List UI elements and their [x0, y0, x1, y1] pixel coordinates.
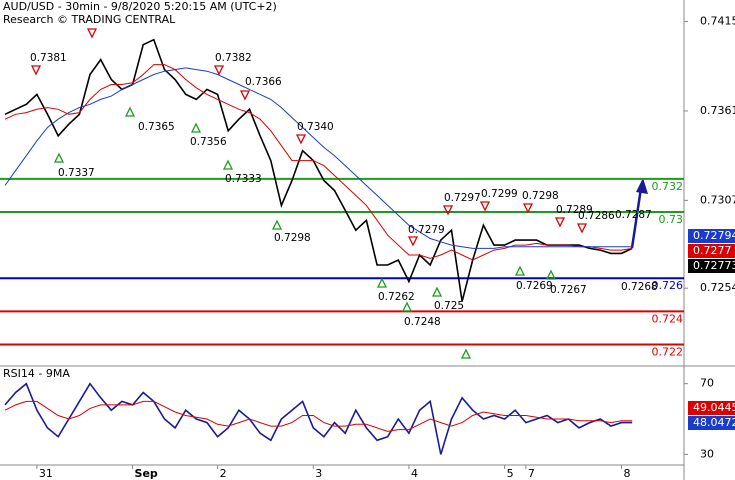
value-box: [688, 259, 735, 273]
x-tick-label: 3: [315, 467, 322, 480]
annotation-label: 0.7297: [444, 192, 481, 204]
rsi-title: RSI14 - 9MA: [3, 367, 70, 380]
y-tick-label: 70: [700, 377, 714, 390]
chart-subtitle: Research © TRADING CENTRAL: [3, 13, 176, 26]
annotation-label: 0.7286: [578, 210, 615, 222]
value-box-label: 0.7277: [693, 244, 732, 257]
annotation-label: 0.7381: [30, 52, 67, 64]
annotation-label: 0.7262: [378, 291, 415, 303]
annotation-label: 0.7382: [215, 52, 252, 64]
signal-triangle: [86, 28, 98, 39]
signal-triangle: [401, 301, 413, 312]
x-tick-label: 4: [411, 467, 418, 480]
signal-triangle: [479, 201, 491, 212]
series-line: [4, 67, 633, 249]
x-tick-label: 8: [624, 467, 631, 480]
level-label: 0.726: [652, 279, 684, 292]
annotation-label: 0.7269: [516, 280, 553, 292]
forecast-arrow: [630, 187, 643, 249]
value-box: [688, 416, 735, 430]
series-line: [4, 382, 633, 455]
signal-triangle: [30, 65, 42, 76]
annotation-label: 0.7248: [404, 316, 441, 328]
x-tick-label: 31: [39, 467, 53, 480]
signal-triangle: [522, 203, 534, 214]
level-label: 0.724: [652, 312, 684, 325]
annotation-label: 0.7268: [621, 281, 658, 293]
x-tick-label: Sep: [135, 467, 158, 480]
y-tick-label: 0.7415: [700, 15, 735, 28]
annotation-label: 0.7267: [550, 284, 587, 296]
x-tick-label: 5: [507, 467, 514, 480]
level-label: 0.732: [652, 180, 684, 193]
signal-triangle: [407, 236, 419, 247]
series-line: [4, 38, 633, 302]
signal-triangle: [376, 277, 388, 288]
level-label: 0.722: [652, 345, 684, 358]
value-box: [688, 229, 735, 243]
series-line: [4, 400, 633, 432]
annotation-label: 0.7298: [274, 232, 311, 244]
value-box: [688, 401, 735, 415]
annotation-label: 0.7365: [138, 121, 175, 133]
x-tick-label: 7: [528, 467, 535, 480]
y-tick-label: 0.7307: [700, 193, 735, 206]
annotation-label: 0.725: [434, 300, 464, 312]
x-tick-label: 2: [220, 467, 227, 480]
signal-triangle: [222, 159, 234, 170]
y-tick-label: 0.7361: [700, 104, 735, 117]
y-tick-label: 0.7254: [700, 281, 735, 294]
signal-triangle: [545, 269, 557, 280]
annotation-label: 0.7337: [58, 167, 95, 179]
annotation-label: 0.7356: [190, 136, 227, 148]
value-box-label: 0.72794: [693, 229, 735, 242]
signal-triangle: [271, 219, 283, 230]
level-label: 0.73: [659, 213, 684, 226]
annotation-label: 0.7366: [245, 76, 282, 88]
signal-triangle: [295, 134, 307, 145]
signal-triangle: [460, 348, 472, 359]
annotation-label: 0.7298: [522, 190, 559, 202]
chart-title: AUD/USD - 30min - 9/8/2020 5:20:15 AM (U…: [3, 0, 277, 13]
annotation-label: 0.7333: [225, 173, 262, 185]
signal-triangle: [431, 286, 443, 297]
series-line: [4, 64, 633, 261]
annotation-label: 0.7289: [556, 204, 593, 216]
value-box: [688, 244, 735, 258]
signal-triangle: [190, 122, 202, 133]
signal-triangle: [213, 65, 225, 76]
signal-triangle: [124, 106, 136, 117]
y-tick-label: 30: [700, 447, 714, 460]
signal-triangle: [514, 265, 526, 276]
forecast-arrowhead: [636, 178, 648, 194]
annotation-label: 0.7299: [481, 188, 518, 200]
signal-triangle: [239, 90, 251, 101]
signal-triangle: [576, 223, 588, 234]
annotation-label: 0.7287: [615, 209, 652, 221]
signal-triangle: [442, 205, 454, 216]
signal-triangle: [554, 217, 566, 228]
annotation-label: 0.7279: [408, 224, 445, 236]
value-box-label: 48.0472: [693, 416, 735, 429]
value-box-label: 0.72773: [693, 259, 735, 272]
value-box-label: 49.0445: [693, 401, 735, 414]
annotation-label: 0.7340: [297, 121, 334, 133]
signal-triangle: [53, 152, 65, 163]
